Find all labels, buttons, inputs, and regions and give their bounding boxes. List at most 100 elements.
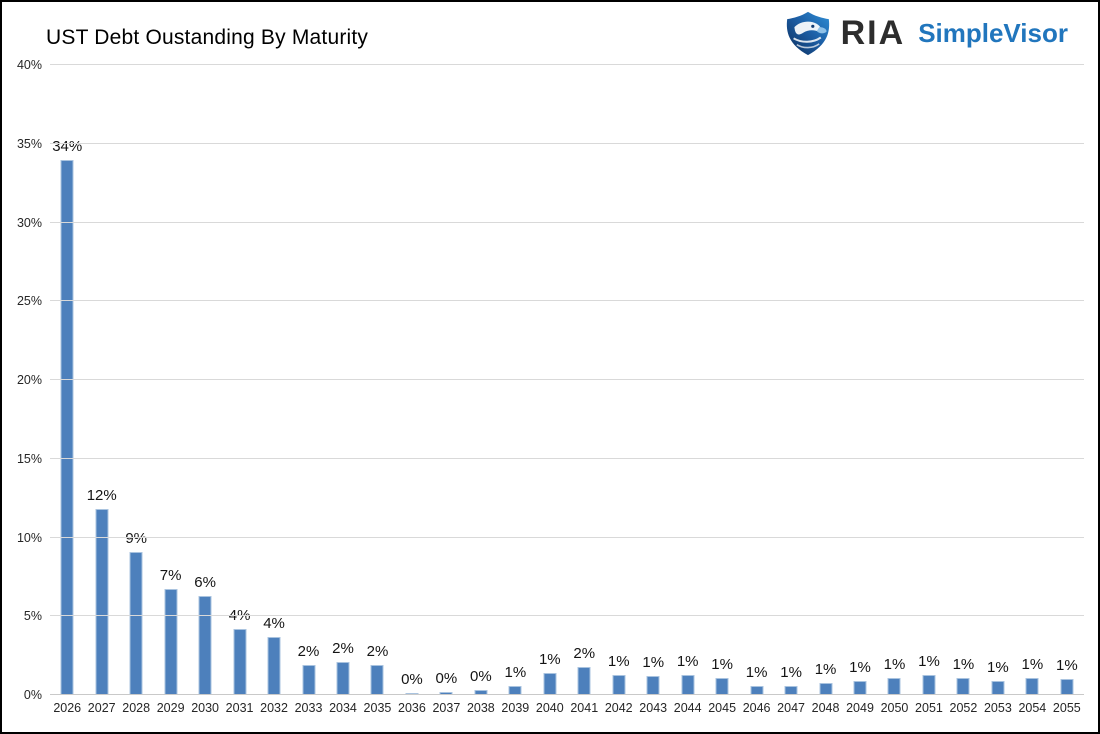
bar-slot: 1% <box>774 65 808 695</box>
x-tick-label: 2032 <box>260 701 288 715</box>
bar-value-label: 1% <box>538 650 561 668</box>
bar-slot: 1% <box>739 65 773 695</box>
gridline <box>50 64 1084 65</box>
bar-value-label: 12% <box>86 487 117 505</box>
bar-value-label: 1% <box>1021 656 1044 674</box>
bar <box>439 691 453 695</box>
bar-slot: 1% <box>670 65 704 695</box>
bar-value-label: 2% <box>297 643 320 661</box>
bar-value-label: 1% <box>814 661 837 679</box>
bar-value-label: 2% <box>332 639 354 657</box>
bar-slot: 2% <box>360 65 394 695</box>
bar-slot: 4% <box>257 65 291 695</box>
y-tick-label: 0% <box>23 688 42 702</box>
bar-slot: 2% <box>326 65 360 695</box>
bar <box>784 686 798 695</box>
bar-value-label: 1% <box>711 655 733 673</box>
bar <box>129 551 143 695</box>
x-tick-label: 2044 <box>673 701 702 715</box>
gridline <box>50 300 1084 302</box>
bar-value-label: 1% <box>952 656 975 674</box>
bar <box>750 686 764 695</box>
gridline <box>50 615 1084 617</box>
x-tick-label: 2041 <box>570 701 599 715</box>
bar <box>233 628 247 695</box>
bar-value-label: 1% <box>676 653 699 671</box>
plot-area: 34% 12% 9% 7% 6% 4% 4% 2% 2% 2% 0% 0% 0% 1% 1% 2% 1% 1% 1%… <box>50 64 1084 695</box>
bar <box>95 509 109 695</box>
bar <box>922 674 936 695</box>
gridline <box>50 142 1084 144</box>
gridline <box>50 457 1084 459</box>
bar-value-label: 1% <box>642 654 665 672</box>
bar <box>336 661 350 695</box>
bar-slot: 0% <box>395 65 429 695</box>
x-tick-label: 2026 <box>53 701 82 715</box>
x-tick-label: 2053 <box>983 701 1012 715</box>
bar-slot: 12% <box>84 65 118 695</box>
x-tick-label: 2028 <box>122 701 151 715</box>
y-tick-label: 15% <box>16 451 42 466</box>
bar <box>198 595 212 695</box>
x-tick-label: 2039 <box>501 701 530 715</box>
gridline <box>50 536 1084 538</box>
bar-slot: 7% <box>153 65 187 695</box>
gridline <box>50 694 1084 695</box>
bar <box>1060 679 1074 695</box>
bar-value-label: 7% <box>159 567 182 585</box>
x-tick-label: 2042 <box>604 701 633 715</box>
y-tick-label: 20% <box>16 373 42 387</box>
bar-slot: 1% <box>946 65 980 695</box>
y-tick-label: 40% <box>16 58 42 72</box>
x-tick-label: 2034 <box>329 701 357 715</box>
bar <box>267 636 281 695</box>
y-tick-label: 30% <box>16 215 42 230</box>
bar <box>956 678 970 695</box>
gridline <box>50 221 1084 223</box>
bars-row: 34% 12% 9% 7% 6% 4% 4% 2% 2% 2% 0% 0% 0% 1% 1% 2% 1% 1% 1%… <box>50 65 1084 695</box>
bar-slot: 34% <box>50 65 84 695</box>
x-tick-label: 2037 <box>432 701 461 715</box>
bar <box>1025 678 1039 695</box>
bar <box>164 589 178 695</box>
y-axis: 0% 5% 10% 15% 20% 25% 30% 35% 40% <box>2 58 44 702</box>
x-tick-label: 2054 <box>1018 701 1047 715</box>
bar <box>887 678 901 695</box>
bar <box>577 667 591 695</box>
bar <box>370 665 384 695</box>
bar-slot: 1% <box>498 65 532 695</box>
x-tick-label: 2030 <box>191 701 220 715</box>
bar-slot: 2% <box>567 65 601 695</box>
gridline <box>50 379 1084 380</box>
bar <box>508 686 522 695</box>
bar-slot: 1% <box>1015 65 1049 695</box>
bar-slot: 1% <box>877 65 911 695</box>
x-tick-label: 2055 <box>1052 701 1081 715</box>
bar-slot: 1% <box>1050 65 1084 695</box>
x-tick-label: 2045 <box>708 701 737 715</box>
bar <box>819 683 833 695</box>
bar-value-label: 1% <box>883 656 906 674</box>
bar-slot: 2% <box>291 65 325 695</box>
x-tick-label: 2033 <box>294 701 323 715</box>
bar <box>681 675 695 695</box>
x-tick-label: 2049 <box>846 701 874 715</box>
bar-value-label: 0% <box>401 670 423 688</box>
x-tick-label: 2031 <box>225 701 254 715</box>
bar-value-label: 0% <box>435 669 458 687</box>
bar <box>646 676 660 695</box>
bar-slot: 1% <box>602 65 636 695</box>
bar-value-label: 6% <box>194 573 216 591</box>
bar-value-label: 2% <box>366 643 389 661</box>
bar-value-label: 9% <box>125 529 148 547</box>
y-tick-label: 35% <box>16 136 42 151</box>
y-tick-label: 5% <box>23 609 42 624</box>
bar <box>715 677 729 695</box>
bar <box>302 665 316 695</box>
bar <box>474 690 488 695</box>
bar-slot: 0% <box>429 65 463 695</box>
bar-value-label: 1% <box>607 653 630 671</box>
bar-slot: 1% <box>533 65 567 695</box>
bar-slot: 1% <box>636 65 670 695</box>
ria-simplevisor-logo: RIA SimpleVisor <box>784 10 1068 56</box>
